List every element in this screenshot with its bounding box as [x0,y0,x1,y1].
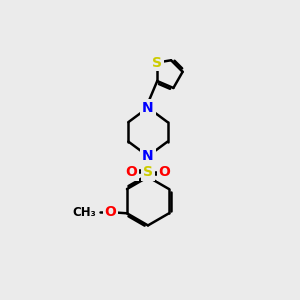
Text: O: O [125,165,137,179]
Text: O: O [104,205,116,219]
Text: CH₃: CH₃ [72,206,96,219]
Text: S: S [152,56,162,70]
Text: N: N [142,100,154,115]
Text: O: O [159,165,170,179]
Text: S: S [143,165,153,179]
Text: N: N [142,149,154,163]
